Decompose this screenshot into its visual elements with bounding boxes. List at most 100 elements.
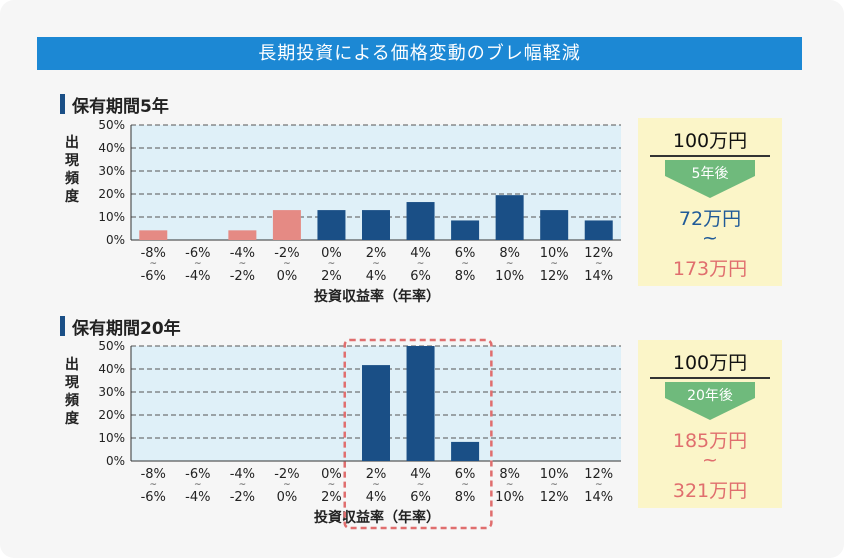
y-tick-label: 0% [106,233,125,247]
bar [495,195,524,240]
section-title-5y: 保有期間5年 [60,92,169,117]
initial-amount: 100万円 [672,352,748,374]
x-tick-from: 4% [410,246,431,261]
x-tick-to: -4% [185,269,210,284]
x-axis-label: 投資収益率（年率） [314,509,440,526]
page-title: 長期投資による価格変動のブレ幅軽減 [37,37,802,70]
x-tick-to: 12% [540,269,569,284]
result-callout-5y: 100万円 5年後 72万円 ~ 173万円 [638,118,782,286]
initial-amount: 100万円 [672,130,748,152]
x-tick-to: 10% [495,269,524,284]
x-tick-sep: ~ [372,259,380,269]
x-tick-to: 8% [455,269,476,284]
result-callout-20y: 100万円 20年後 185万円 ~ 321万円 [638,340,782,508]
x-tick-from: 10% [540,467,569,482]
x-tick-sep: ~ [149,480,157,490]
x-tick-sep: ~ [461,259,469,269]
bar [451,441,480,461]
x-tick-from: 12% [584,467,613,482]
x-tick-from: -2% [274,246,299,261]
x-tick-to: 8% [455,490,476,505]
result-high: 321万円 [672,480,748,502]
x-tick-from: 8% [499,246,520,261]
y-tick-label: 10% [98,210,125,224]
divider [650,377,770,379]
x-tick-sep: ~ [550,259,558,269]
highlight-box [343,338,493,530]
x-tick-from: 10% [540,246,569,261]
x-tick-to: 14% [584,269,613,284]
x-tick-to: -2% [230,269,255,284]
x-tick-to: 0% [277,269,298,284]
bar [540,210,569,240]
x-tick-sep: ~ [328,480,336,490]
x-tick-sep: ~ [194,259,202,269]
y-tick-label: 40% [98,362,125,376]
x-tick-sep: ~ [417,480,425,490]
x-tick-from: 2% [366,467,387,482]
x-tick-sep: ~ [506,259,514,269]
section-title-20y: 保有期間20年 [60,314,181,339]
x-tick-sep: ~ [149,259,157,269]
y-tick-label: 50% [98,339,125,353]
y-tick-label: 0% [106,454,125,468]
range-separator: ~ [702,227,718,249]
y-tick-label: 30% [98,385,125,399]
x-tick-from: 4% [410,467,431,482]
x-tick-from: -6% [185,246,210,261]
x-tick-from: 0% [321,467,342,482]
down-arrow-icon [665,160,755,198]
bar [406,346,435,461]
y-axis-label-5y: 出現頻度 [65,135,79,205]
y-axis-label-20y: 出現頻度 [65,357,79,427]
x-tick-to: 6% [410,269,431,284]
range-separator: ~ [702,449,718,471]
y-tick-label: 10% [98,431,125,445]
x-tick-sep: ~ [595,259,603,269]
bar [584,220,613,240]
bar [317,210,346,240]
x-tick-from: -8% [141,246,166,261]
bar [362,365,390,461]
x-tick-from: 6% [455,246,476,261]
x-tick-sep: ~ [283,259,291,269]
period-label: 5年後 [691,166,729,182]
x-tick-sep: ~ [328,259,336,269]
x-tick-to: 4% [366,490,387,505]
y-tick-label: 20% [98,408,125,422]
x-tick-sep: ~ [283,480,291,490]
bar [406,202,435,240]
x-tick-to: 2% [321,490,342,505]
x-tick-to: -6% [141,269,166,284]
result-high: 173万円 [672,258,748,280]
bar [228,230,257,240]
x-axis-label: 投資収益率（年率） [314,288,440,305]
x-tick-from: -8% [141,467,166,482]
x-tick-from: 0% [321,246,342,261]
bar [362,210,390,240]
x-tick-to: 10% [495,490,524,505]
x-tick-from: 8% [499,467,520,482]
x-tick-to: 0% [277,490,298,505]
x-tick-sep: ~ [239,480,247,490]
result-low: 185万円 [672,430,748,452]
x-tick-to: 14% [584,490,613,505]
y-tick-label: 40% [98,141,125,155]
y-tick-label: 50% [98,118,125,132]
x-tick-to: 6% [410,490,431,505]
divider [650,155,770,157]
x-tick-sep: ~ [417,259,425,269]
bar [451,220,480,240]
x-tick-to: 2% [321,269,342,284]
bar [139,230,168,240]
down-arrow-icon [665,382,755,420]
x-tick-sep: ~ [194,480,202,490]
period-label: 20年後 [687,388,733,404]
x-tick-from: -4% [230,467,255,482]
bar [272,210,301,240]
x-tick-from: -2% [274,467,299,482]
x-tick-to: -6% [141,490,166,505]
